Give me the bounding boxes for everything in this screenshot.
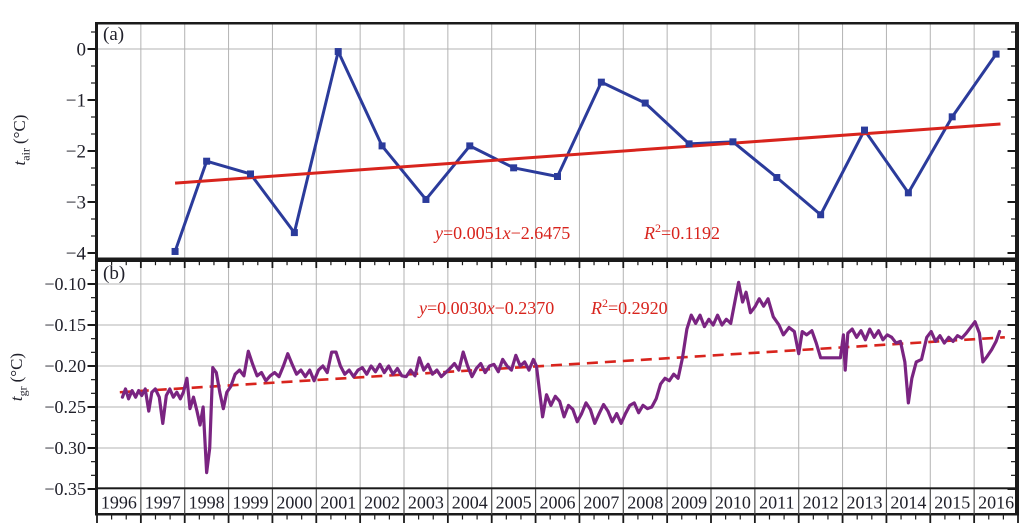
data-point-marker [992,50,1000,58]
panel-b-trendline [119,336,1005,394]
year-label: 1996 [101,493,137,513]
year-label: 1997 [145,493,181,513]
panel-b-series [119,280,1005,475]
year-label: 2010 [715,493,751,513]
data-point-marker [641,99,649,107]
r-exponent: 2 [602,296,608,310]
year-label: 1998 [189,493,225,513]
r-exponent: 2 [655,221,661,235]
r-symbol: R [644,223,655,243]
panel-b-ytick-label: −0.20 [44,356,86,376]
panel-b-ytick-label: −0.15 [44,315,86,335]
panel-b-letter: (b) [103,263,126,284]
data-point-marker [948,113,956,121]
equation-x-variable: x [486,298,495,318]
equation-y-variable: y [435,223,443,243]
panel-b-y-axis-title: tgr (°C) [7,317,30,437]
data-point-marker [466,142,474,150]
panel-a-ytick-label: 0 [77,40,87,61]
year-label: 2013 [847,493,883,513]
year-label: 2002 [364,493,400,513]
t-subscript: air [18,148,33,161]
data-point-marker [817,211,825,219]
year-label: 2005 [496,493,532,513]
t-subscript: gr [15,386,30,397]
year-label: 2000 [276,493,312,513]
data-point-marker [773,174,781,182]
year-label: 2016 [978,493,1014,513]
year-label: 2008 [627,493,663,513]
x-axis-year-labels: 1996 1997 1998 1999 2000 2001 2002 2003 2004 2005… [101,493,1014,513]
t-symbol: t [10,160,29,166]
equation-coefficient: =0.0030 [427,298,487,318]
year-label: 2014 [890,493,926,513]
unit-label: (°C) [7,352,26,383]
year-label: 2001 [320,493,356,513]
data-point-marker [861,126,868,134]
data-point-marker [334,48,342,56]
year-label: 2012 [803,493,839,513]
data-point-marker [290,229,298,237]
r-value: =0.2920 [608,298,668,318]
equation-coefficient: =0.0051 [443,223,503,243]
year-label: 2009 [671,493,707,513]
axes-frame [95,22,1019,516]
panel-a-ytick-label: −1 [66,91,86,112]
r-value: =0.1192 [661,223,720,243]
year-label: 2015 [934,493,970,513]
year-label: 2007 [583,493,619,513]
equation-x-variable: x [502,223,511,243]
data-point-marker [554,173,561,180]
r-symbol: R [591,298,602,318]
panel-a-ytick-label: −4 [66,244,87,265]
data-point-marker [422,195,430,203]
data-point-marker [378,142,386,150]
y-axis-tick-labels: 0 −1 −2 −3 −4 −0.10 −0.15 −0.20 −0.25 −0.30 −0.35 [44,40,86,500]
data-point-marker [171,247,179,255]
data-point-marker [729,138,737,146]
data-point-marker [247,170,254,178]
data-point-marker [510,164,518,172]
panel-b-ytick-label: −0.10 [44,274,86,294]
panel-b-ytick-label: −0.30 [44,438,86,458]
panel-b-ytick-label: −0.35 [44,479,86,499]
year-label: 1999 [233,493,269,513]
gridlines [97,23,1018,488]
equation-intercept: −0.2370 [494,298,555,318]
data-point-marker [203,157,211,165]
equation-y-variable: y [419,298,427,318]
t-symbol: t [7,396,26,402]
panel-b-r-squared: R2=0.2920 [591,296,668,318]
panel-a-r-squared: R2=0.1192 [644,221,720,243]
panel-a-trend-equation: y=0.0051x−2.6475 [435,224,570,242]
panel-a-y-axis-title: tair (°C) [10,80,33,200]
year-label: 2011 [759,493,794,513]
panel-a-markers [171,48,1000,255]
equation-intercept: −2.6475 [510,223,571,243]
year-label-row-dividers [140,489,975,515]
data-point-marker [904,189,912,197]
panel-b-trend-equation: y=0.0030x−0.2370 [419,299,554,317]
panel-a-ytick-label: −3 [66,193,86,214]
panel-b-ytick-label: −0.25 [44,397,86,417]
year-label: 2006 [540,493,576,513]
data-point-marker [597,78,605,86]
year-label: 2003 [408,493,444,513]
axis-ticks [87,31,1019,523]
panel-a-letter: (a) [103,24,125,45]
data-point-marker [685,140,693,148]
panel-a-trendline [174,122,1001,185]
year-label: 2004 [452,493,488,513]
panel-a-ytick-label: −2 [66,142,86,163]
panel-a-series [173,50,1001,252]
unit-label: (°C) [10,114,29,145]
